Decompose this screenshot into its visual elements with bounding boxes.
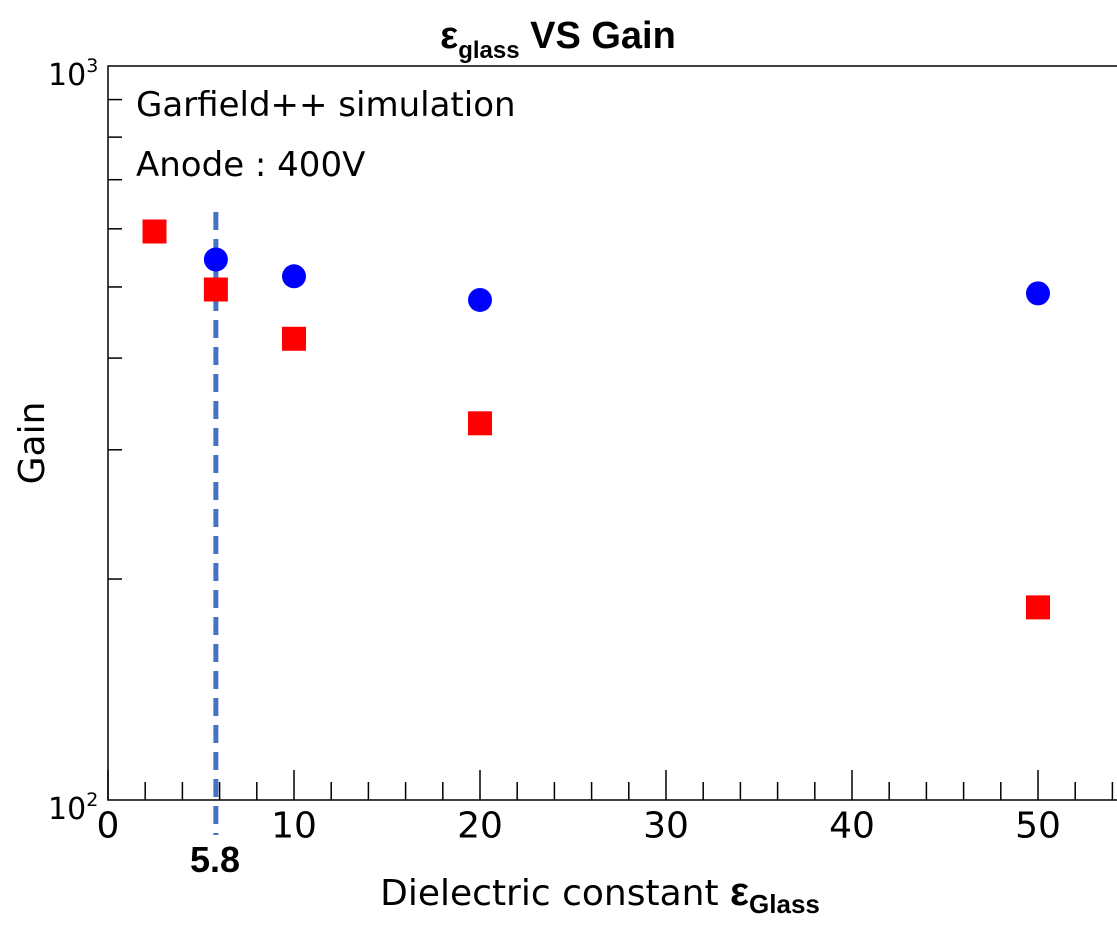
title-subscript: glass	[458, 37, 519, 64]
x-tick-label: 30	[643, 806, 689, 847]
annotation-simulation: Garfield++ simulation	[136, 85, 516, 125]
annotation-anode: Anode : 400V	[136, 145, 365, 185]
square-point	[203, 277, 228, 302]
plot-area	[107, 65, 1117, 801]
circle-point	[203, 247, 228, 272]
y-tick-label-100: 102	[48, 789, 98, 827]
x-tick-label: 50	[1015, 806, 1061, 847]
square-point	[1026, 595, 1050, 620]
x-tick-label: 10	[271, 806, 317, 847]
title-rest: VS Gain	[520, 15, 676, 57]
square-point	[282, 326, 306, 351]
x-tick-label: 0	[97, 806, 120, 847]
x-tick-label: 40	[829, 806, 875, 847]
x-tick-label: 20	[457, 806, 503, 847]
circle-point	[1026, 281, 1050, 306]
reference-line-label: 5.8	[190, 839, 240, 880]
x-tick-labels: 0 10 20 30 40 50	[97, 806, 1061, 847]
x-axis-label: Dielectric constant εGlass	[380, 870, 820, 919]
y-tick-label-1000: 103	[48, 55, 98, 93]
circle-point	[468, 287, 492, 312]
y-axis-label: Gain	[12, 402, 53, 485]
axis-ticks	[107, 98, 1114, 800]
chart-title: εglass VS Gain	[440, 15, 676, 64]
square-point	[468, 411, 492, 436]
title-symbol: ε	[440, 15, 458, 57]
circle-point	[282, 264, 306, 289]
square-point	[142, 219, 167, 244]
data-points	[142, 219, 1050, 620]
